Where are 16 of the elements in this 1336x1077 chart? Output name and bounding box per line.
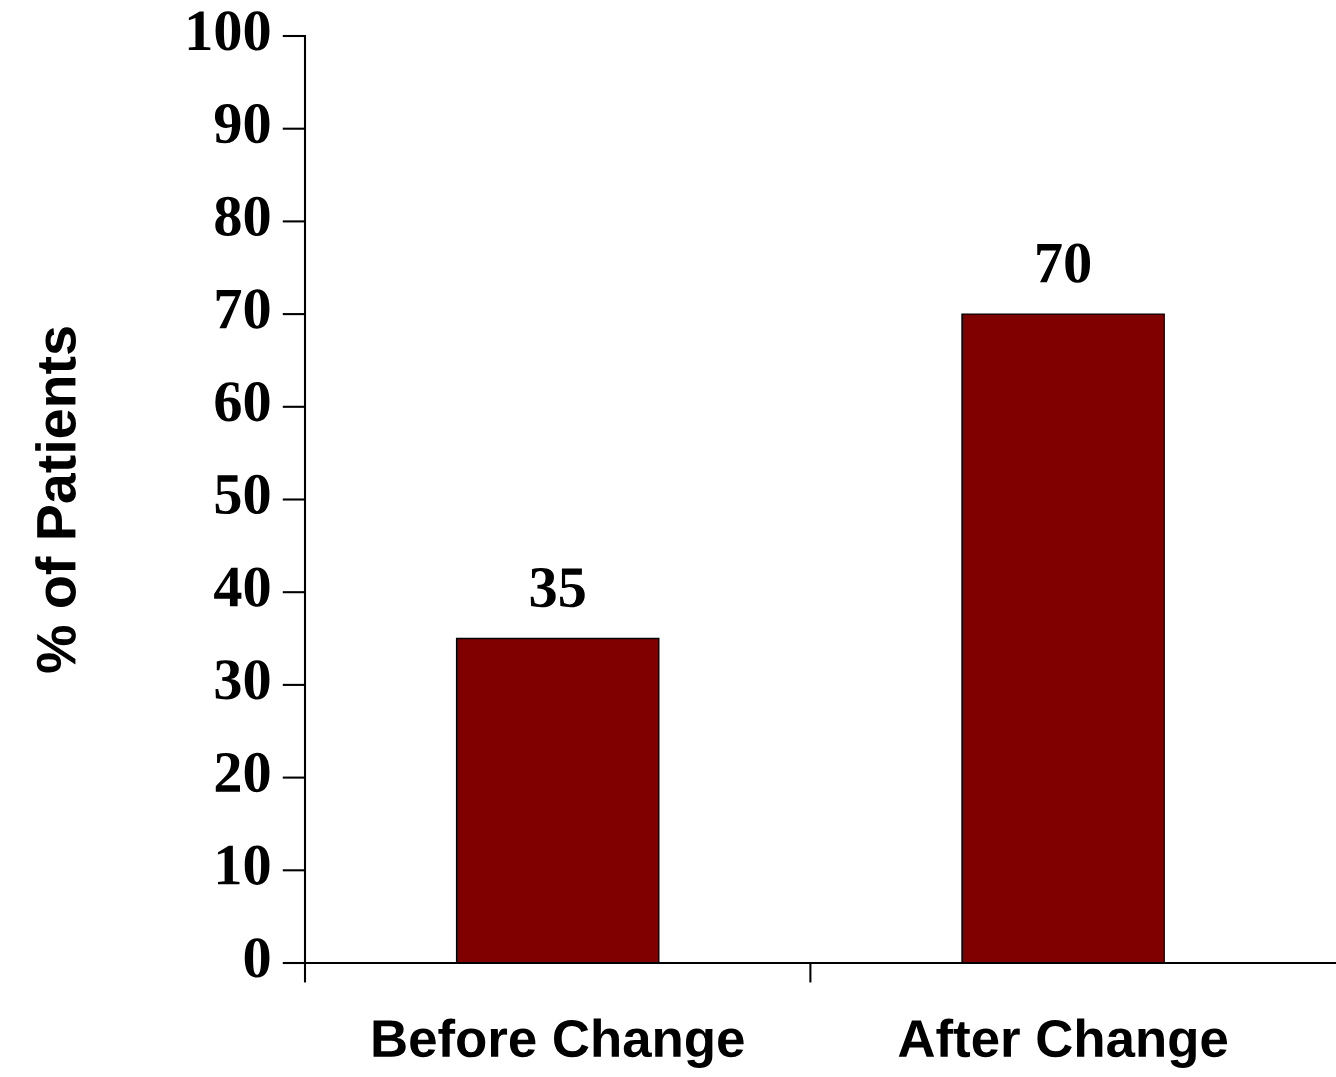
y-tick-label: 60 [215,382,270,422]
y-tick-label: 20 [215,752,270,793]
y-tick-label: 10 [218,845,270,885]
y-tick-label: 70 [216,289,270,329]
y-tick-label: 100 [188,11,270,51]
x-tick-label: Before Change [373,1018,744,1068]
y-tick-label: 50 [215,474,270,515]
data-label: 35 [530,568,585,608]
y-tick-label: 30 [215,660,270,700]
y-axis-title: % of Patients [35,327,76,673]
x-tick-label: After Change [898,1018,1227,1068]
y-tick-label: 0 [244,938,270,978]
y-tick-label: 90 [214,103,270,144]
y-tick-label: 80 [215,196,270,236]
data-label: 70 [1037,243,1091,283]
y-tick-label: 40 [214,567,270,607]
